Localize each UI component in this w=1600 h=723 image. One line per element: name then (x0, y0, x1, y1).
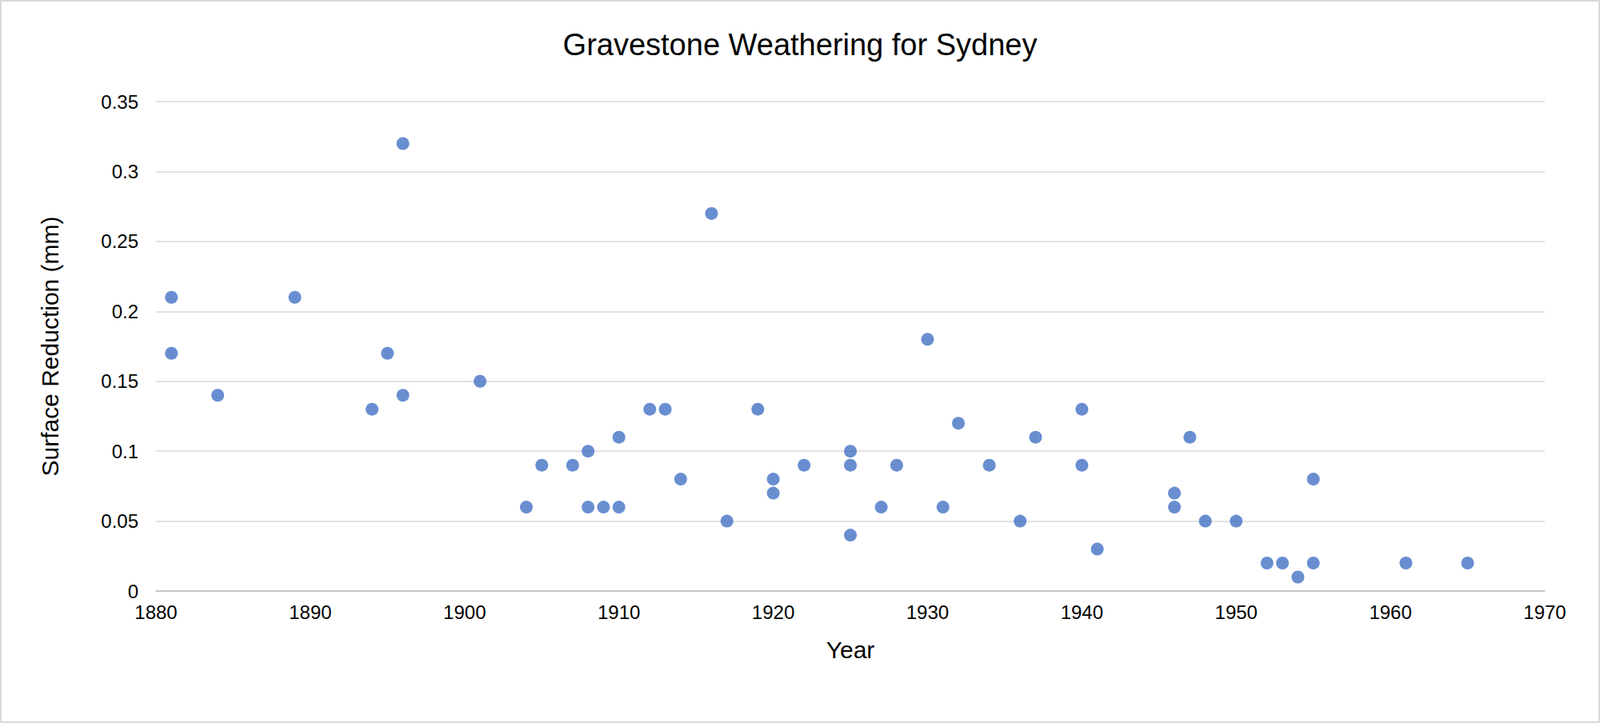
svg-text:Year: Year (826, 636, 876, 664)
svg-text:1960: 1960 (1368, 601, 1412, 624)
svg-text:1880: 1880 (134, 601, 177, 624)
svg-text:1940: 1940 (1060, 601, 1104, 624)
svg-text:0.25: 0.25 (100, 230, 139, 252)
svg-text:0: 0 (128, 580, 139, 603)
svg-text:0.3: 0.3 (112, 160, 139, 183)
svg-text:1920: 1920 (752, 601, 795, 624)
svg-text:0.2: 0.2 (112, 300, 139, 323)
svg-text:0.15: 0.15 (100, 370, 139, 392)
svg-text:1950: 1950 (1215, 601, 1258, 624)
svg-text:0.1: 0.1 (112, 440, 139, 463)
svg-text:1900: 1900 (443, 601, 486, 624)
svg-text:1970: 1970 (1523, 601, 1566, 624)
svg-text:0.35: 0.35 (100, 91, 139, 113)
svg-text:1910: 1910 (597, 601, 640, 624)
svg-text:Gravestone Weathering for Sydn: Gravestone Weathering for Sydney (563, 28, 1038, 62)
svg-text:1930: 1930 (906, 601, 949, 624)
svg-text:Surface Reduction (mm): Surface Reduction (mm) (36, 216, 64, 476)
svg-text:1890: 1890 (288, 601, 332, 624)
svg-text:0.05: 0.05 (100, 510, 139, 532)
